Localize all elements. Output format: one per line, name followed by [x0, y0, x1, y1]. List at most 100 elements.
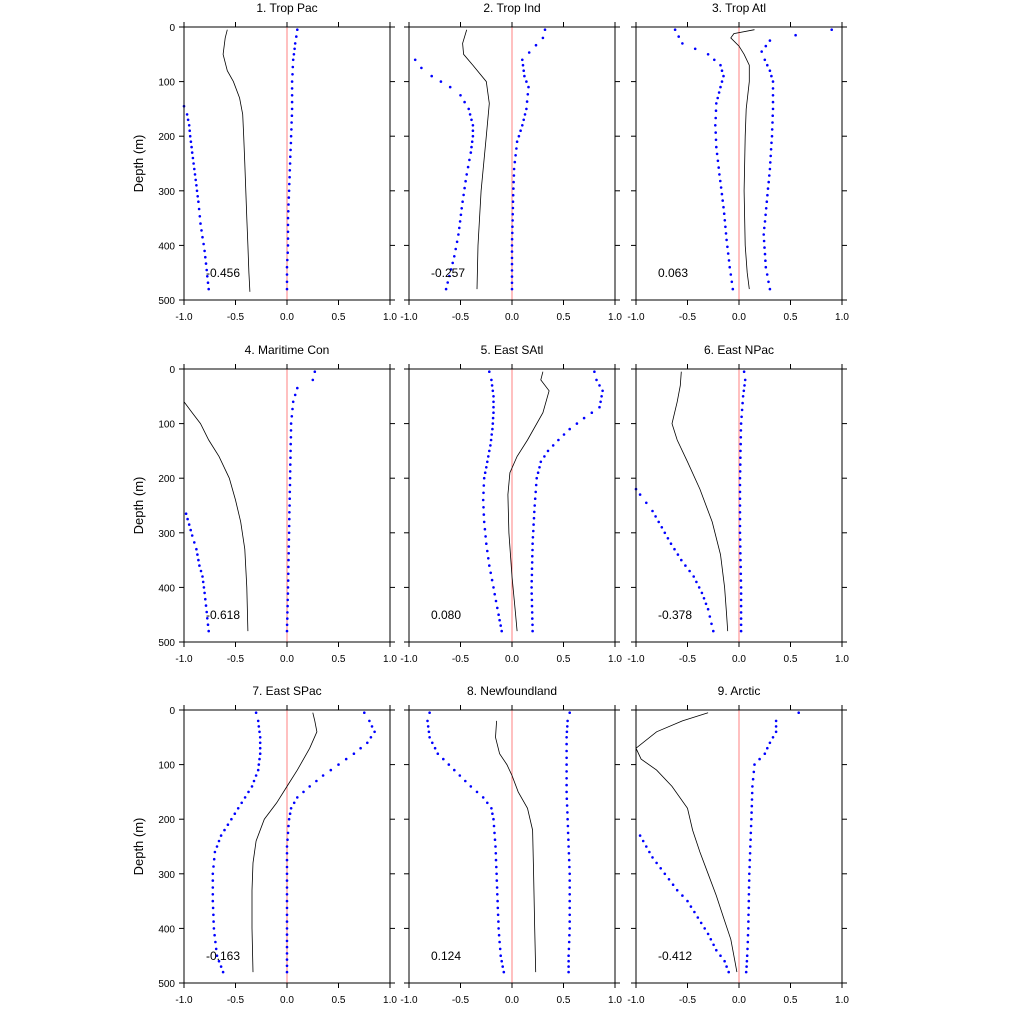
lower-bound-point [212, 920, 215, 923]
y-tick-label: 300 [158, 187, 175, 198]
upper-bound-point [308, 785, 312, 788]
lower-bound-point [489, 444, 492, 447]
upper-bound-point [534, 483, 538, 487]
upper-bound-point [743, 384, 746, 387]
lower-bound-point [722, 212, 726, 215]
lower-bound-point [717, 166, 720, 169]
lower-bound-point [193, 167, 196, 171]
upper-bound-dots [744, 711, 800, 974]
lower-bound-point [496, 906, 500, 910]
upper-bound-point [739, 604, 743, 608]
upper-bound-point [567, 965, 570, 968]
upper-bound-point [534, 43, 538, 47]
upper-bound-point [546, 449, 550, 453]
upper-bound-point [763, 226, 766, 230]
upper-bound-point [565, 756, 568, 760]
lower-bound-point [490, 378, 493, 382]
upper-bound-point [739, 422, 743, 425]
upper-bound-dots [285, 711, 376, 974]
upper-bound-point [512, 187, 515, 190]
lower-bound-point [215, 845, 219, 848]
lower-bound-point [215, 954, 219, 957]
upper-bound-point [530, 598, 534, 602]
upper-bound-point [511, 225, 514, 228]
upper-bound-point [285, 899, 289, 903]
x-tick-label: 0.0 [732, 654, 746, 665]
lower-bound-point [699, 921, 703, 925]
lower-bound-point [454, 247, 458, 251]
y-axis-label: Depth (m) [131, 135, 146, 193]
lower-bound-point [196, 195, 199, 198]
upper-bound-point [510, 287, 514, 291]
lower-bound-point [193, 173, 197, 176]
lower-bound-point [206, 623, 210, 626]
lower-bound-point [720, 80, 724, 83]
lower-bound-point [258, 741, 262, 745]
upper-bound-point [286, 230, 290, 234]
upper-bound-point [738, 504, 742, 507]
upper-bound-point [286, 611, 289, 614]
lower-bound-point [471, 124, 475, 127]
lower-bound-point [481, 796, 485, 799]
lower-bound-point [439, 80, 443, 83]
lower-bound-point [657, 520, 660, 524]
upper-bound-point [567, 940, 571, 944]
lower-bound-point [187, 124, 191, 127]
upper-bound-point [285, 845, 289, 848]
upper-bound-point [747, 886, 751, 889]
lower-bound-point [258, 757, 261, 761]
upper-bound-point [750, 804, 754, 808]
lower-bound-point [728, 265, 731, 269]
upper-bound-point [289, 807, 293, 810]
lower-bound-point [191, 156, 195, 160]
upper-bound-point [373, 730, 376, 734]
upper-bound-point [750, 798, 754, 801]
upper-bound-point [289, 436, 293, 439]
lower-bound-point [660, 526, 664, 529]
lower-bound-point [194, 178, 197, 182]
upper-bound-point [750, 817, 753, 821]
lower-bound-point [199, 222, 202, 225]
upper-bound-point [513, 160, 517, 164]
upper-bound-point [739, 617, 743, 620]
lower-bound-point [492, 400, 495, 404]
upper-bound-point [511, 212, 514, 216]
lower-bound-point [714, 124, 717, 127]
lower-bound-point [726, 245, 729, 249]
upper-bound-point [286, 586, 290, 589]
lower-bound-point [455, 240, 459, 244]
lower-bound-point [724, 232, 728, 235]
upper-bound-point [510, 244, 514, 247]
upper-bound-point [287, 824, 290, 828]
lower-bound-point [458, 226, 461, 230]
upper-bound-point [515, 147, 518, 150]
upper-bound-point [285, 879, 289, 882]
upper-bound-point [741, 395, 745, 398]
upper-bound-point [568, 879, 571, 882]
upper-bound-point [566, 817, 569, 821]
y-tick-label: 400 [158, 583, 175, 594]
mean-profile-line [462, 29, 490, 290]
lower-bound-point [192, 162, 195, 165]
lower-bound-point [219, 965, 223, 968]
upper-bound-point [739, 558, 742, 562]
lower-bound-point [200, 229, 203, 232]
upper-bound-point [565, 742, 568, 746]
upper-bound-point [286, 579, 290, 582]
lower-bound-point [706, 932, 710, 936]
upper-bound-point [565, 783, 568, 787]
lower-bound-point [184, 512, 188, 515]
lower-bound-point [495, 872, 498, 876]
upper-bound-point [739, 586, 743, 589]
lower-bound-point [673, 28, 677, 32]
upper-bound-point [291, 407, 294, 411]
upper-bound-point [531, 617, 534, 620]
upper-bound-dots [738, 370, 747, 633]
lower-bound-point [494, 845, 497, 848]
lower-bound-point [727, 970, 730, 974]
upper-bound-point [285, 939, 289, 943]
lower-bound-point [206, 617, 209, 620]
lower-bound-point [725, 965, 728, 968]
lower-bound-point [453, 768, 456, 772]
upper-bound-point [566, 831, 570, 835]
